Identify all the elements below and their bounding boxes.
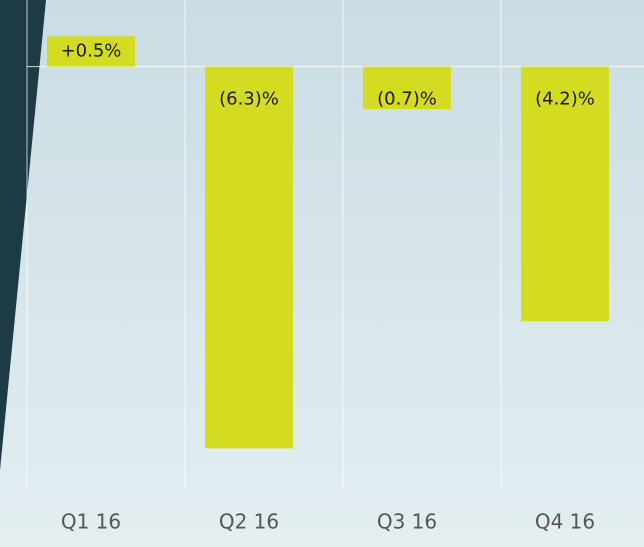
bar [205, 66, 293, 449]
x-tick-label: Q2 16 [219, 510, 279, 534]
x-tick-label: Q4 16 [535, 510, 595, 534]
x-tick-label: Q1 16 [61, 510, 121, 534]
value-label: (4.2)% [535, 89, 595, 110]
corner-shape [0, 0, 46, 470]
bar [363, 66, 451, 110]
bar [521, 66, 609, 322]
x-tick-label: Q3 16 [377, 510, 437, 534]
bar [47, 36, 135, 67]
value-label: (0.7)% [377, 89, 437, 110]
value-label: +0.5% [61, 41, 122, 62]
value-label: (6.3)% [219, 89, 279, 110]
